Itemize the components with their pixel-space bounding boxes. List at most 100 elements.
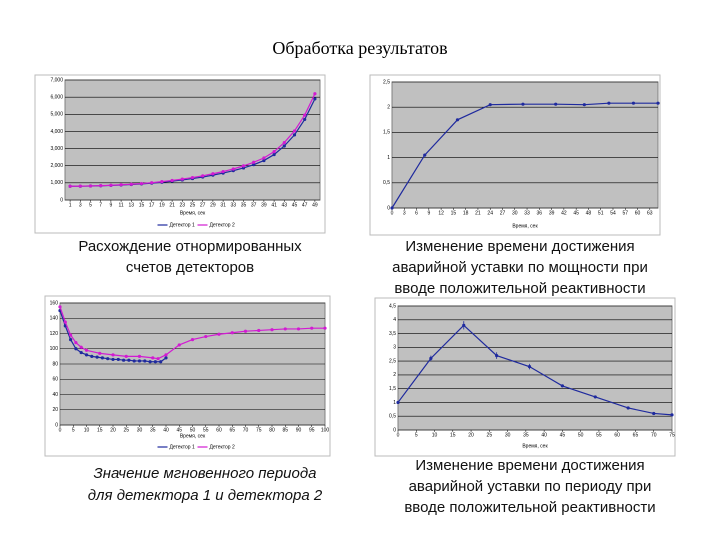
point xyxy=(252,163,256,167)
x-tick-label: 6 xyxy=(415,210,418,216)
x-tick-label: 37 xyxy=(251,202,257,208)
x-tick-label: 13 xyxy=(129,202,135,208)
chart-caption: вводе положительной реактивности xyxy=(404,499,655,516)
x-tick-label: 40 xyxy=(541,432,547,438)
chart-caption: для детектора 1 и детектора 2 xyxy=(88,487,323,504)
point xyxy=(150,181,154,185)
x-tick-label: 21 xyxy=(475,210,481,216)
y-tick-label: 7,000 xyxy=(50,77,63,83)
x-tick-label: 65 xyxy=(633,432,639,438)
x-tick-label: 39 xyxy=(261,202,267,208)
x-tick-label: 47 xyxy=(302,202,308,208)
point xyxy=(95,355,99,359)
x-tick-label: 12 xyxy=(438,210,444,216)
point xyxy=(100,356,104,360)
legend-label: Детектор 1 xyxy=(170,222,195,228)
x-tick-label: 23 xyxy=(180,202,186,208)
chart-caption: Значение мгновенного периода xyxy=(94,465,317,482)
x-tick-label: 0 xyxy=(391,210,394,216)
point xyxy=(84,348,89,352)
x-tick-label: 33 xyxy=(524,210,530,216)
x-tick-label: 15 xyxy=(451,210,457,216)
chart-caption: Расхождение отнормированных xyxy=(78,238,302,255)
plot-area xyxy=(391,81,659,209)
point xyxy=(69,338,73,342)
y-tick-label: 140 xyxy=(50,316,59,322)
point xyxy=(221,169,225,174)
y-tick-label: 1,5 xyxy=(383,130,390,136)
x-axis-label: Время, сек xyxy=(180,433,206,439)
point xyxy=(151,356,155,360)
x-tick-label: 19 xyxy=(159,202,165,208)
x-tick-label: 20 xyxy=(110,427,116,433)
y-tick-label: 3,5 xyxy=(389,331,396,337)
x-tick-label: 24 xyxy=(487,210,493,216)
plot-area xyxy=(397,305,673,431)
x-tick-label: 85 xyxy=(282,427,288,433)
point xyxy=(156,357,160,361)
x-tick-label: 45 xyxy=(573,210,579,216)
x-tick-label: 54 xyxy=(610,210,616,216)
point xyxy=(111,357,115,362)
point xyxy=(521,102,525,106)
x-tick-label: 43 xyxy=(282,202,288,208)
point xyxy=(390,206,394,210)
x-tick-label: 80 xyxy=(269,427,275,433)
y-tick-label: 2,5 xyxy=(389,358,396,364)
point xyxy=(177,343,181,347)
x-tick-label: 29 xyxy=(210,202,216,208)
point xyxy=(78,184,82,188)
point xyxy=(122,358,126,362)
point xyxy=(74,347,78,351)
point xyxy=(79,350,83,355)
x-tick-label: 0 xyxy=(59,427,62,433)
point xyxy=(139,181,144,186)
x-tick-label: 31 xyxy=(220,202,226,208)
chart-caption: Изменение времени достижения xyxy=(415,457,644,474)
point xyxy=(554,102,558,106)
point xyxy=(488,103,492,107)
point xyxy=(79,345,83,349)
y-tick-label: 60 xyxy=(52,377,58,383)
x-tick-label: 45 xyxy=(176,427,182,433)
point xyxy=(99,184,103,188)
x-tick-label: 10 xyxy=(432,432,438,438)
x-tick-label: 5 xyxy=(72,427,75,433)
point xyxy=(90,354,94,358)
point xyxy=(282,140,286,145)
point xyxy=(582,103,586,107)
x-tick-label: 25 xyxy=(123,427,129,433)
point xyxy=(137,354,142,358)
point xyxy=(109,183,113,187)
point xyxy=(164,356,168,360)
y-tick-label: 3,000 xyxy=(50,146,63,152)
x-tick-label: 50 xyxy=(190,427,196,433)
point xyxy=(241,164,246,168)
point xyxy=(462,323,466,327)
x-axis-label: Время, сек xyxy=(522,443,548,449)
point xyxy=(607,101,611,105)
point xyxy=(143,359,147,363)
y-tick-label: 80 xyxy=(52,361,58,367)
chart-caption: вводе положительной реактивности xyxy=(394,280,645,297)
x-tick-label: 36 xyxy=(537,210,543,216)
x-tick-label: 75 xyxy=(256,427,262,433)
x-tick-label: 25 xyxy=(190,202,196,208)
point xyxy=(106,357,110,361)
x-tick-label: 45 xyxy=(560,432,566,438)
x-tick-label: 40 xyxy=(163,427,169,433)
point xyxy=(429,356,433,360)
y-tick-label: 4,5 xyxy=(389,303,396,309)
x-tick-label: 5 xyxy=(415,432,418,438)
y-tick-label: 120 xyxy=(50,331,59,337)
series-line xyxy=(397,324,673,416)
chart-caption: аварийной уставки по мощности при xyxy=(392,259,648,276)
x-tick-label: 3 xyxy=(403,210,406,216)
y-tick-label: 100 xyxy=(50,346,59,352)
chart-caption: счетов детекторов xyxy=(126,259,254,276)
point xyxy=(292,133,297,137)
y-tick-label: 2,000 xyxy=(50,163,63,169)
point xyxy=(423,153,427,157)
